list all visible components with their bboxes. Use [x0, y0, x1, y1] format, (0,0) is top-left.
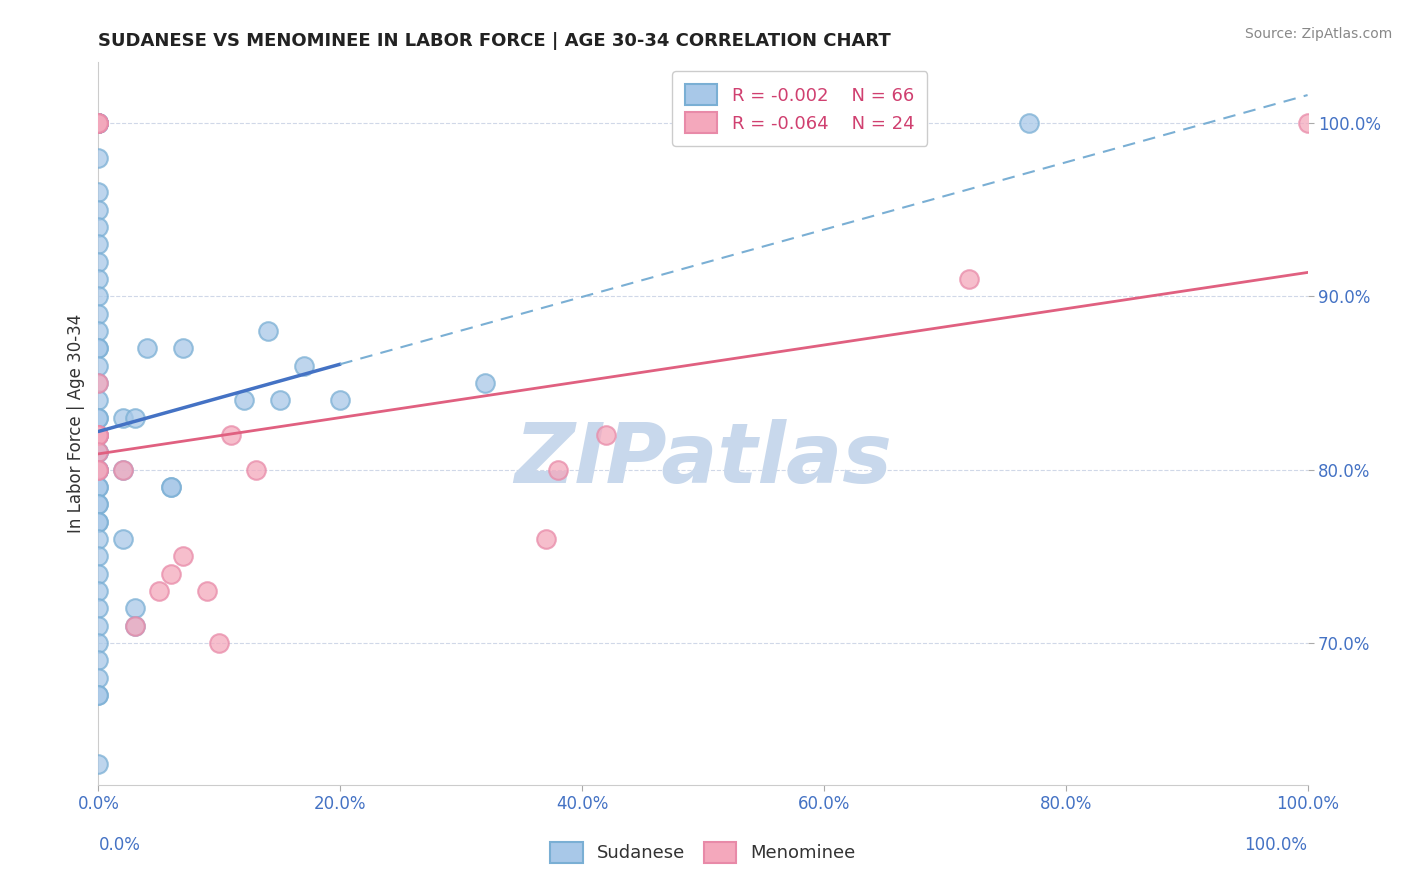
Point [87, 497, 110, 511]
Point [124, 410, 146, 425]
Point [87, 254, 110, 268]
Point [172, 549, 194, 564]
Point [87, 116, 110, 130]
Point [87, 618, 110, 632]
Point [87, 116, 110, 130]
Point [232, 393, 254, 408]
Point [208, 636, 231, 650]
Point [87, 445, 110, 459]
Point [160, 480, 183, 494]
Point [245, 462, 267, 476]
Point [87, 428, 110, 442]
Point [87, 307, 110, 321]
Point [269, 393, 291, 408]
Legend: Sudanese, Menominee: Sudanese, Menominee [543, 835, 863, 870]
Point [87, 462, 110, 476]
Point [148, 583, 170, 598]
Y-axis label: In Labor Force | Age 30-34: In Labor Force | Age 30-34 [66, 314, 84, 533]
Point [124, 601, 146, 615]
Text: ZIPatlas: ZIPatlas [515, 419, 891, 500]
Point [221, 428, 243, 442]
Point [87, 428, 110, 442]
Point [87, 549, 110, 564]
Point [195, 583, 218, 598]
Text: Source: ZipAtlas.com: Source: ZipAtlas.com [1244, 27, 1392, 41]
Point [547, 462, 569, 476]
Point [87, 116, 110, 130]
Point [87, 462, 110, 476]
Point [87, 342, 110, 356]
Point [87, 428, 110, 442]
Point [87, 116, 110, 130]
Point [87, 116, 110, 130]
Point [87, 116, 110, 130]
Point [87, 757, 110, 772]
Point [87, 497, 110, 511]
Point [534, 532, 557, 546]
Point [111, 462, 134, 476]
Point [87, 515, 110, 529]
Point [111, 462, 134, 476]
Point [87, 359, 110, 373]
Point [474, 376, 496, 390]
Point [87, 428, 110, 442]
Point [124, 618, 146, 632]
Point [87, 792, 110, 806]
Point [87, 186, 110, 200]
Point [87, 342, 110, 356]
Point [87, 688, 110, 702]
Point [957, 272, 980, 286]
Text: 100.0%: 100.0% [1244, 836, 1308, 854]
Point [595, 428, 617, 442]
Point [87, 116, 110, 130]
Point [160, 480, 183, 494]
Text: SUDANESE VS MENOMINEE IN LABOR FORCE | AGE 30-34 CORRELATION CHART: SUDANESE VS MENOMINEE IN LABOR FORCE | A… [98, 32, 891, 50]
Point [87, 116, 110, 130]
Point [87, 289, 110, 303]
Point [87, 480, 110, 494]
Point [87, 151, 110, 165]
Point [292, 359, 315, 373]
Point [111, 532, 134, 546]
Point [87, 393, 110, 408]
Point [87, 601, 110, 615]
Point [87, 462, 110, 476]
Point [87, 220, 110, 235]
Text: 0.0%: 0.0% [98, 836, 141, 854]
Point [160, 566, 183, 581]
Point [87, 671, 110, 685]
Point [87, 376, 110, 390]
Point [329, 393, 352, 408]
Point [87, 636, 110, 650]
Point [87, 462, 110, 476]
Point [87, 272, 110, 286]
Point [87, 566, 110, 581]
Point [87, 480, 110, 494]
Point [87, 410, 110, 425]
Point [87, 445, 110, 459]
Point [87, 410, 110, 425]
Point [87, 462, 110, 476]
Point [87, 428, 110, 442]
Point [87, 116, 110, 130]
Point [87, 237, 110, 252]
Point [87, 202, 110, 217]
Point [87, 324, 110, 338]
Point [124, 618, 146, 632]
Point [111, 410, 134, 425]
Point [87, 445, 110, 459]
Point [87, 532, 110, 546]
Point [172, 342, 194, 356]
Point [135, 342, 157, 356]
Point [1018, 116, 1040, 130]
Point [256, 324, 278, 338]
Point [87, 653, 110, 667]
Point [87, 376, 110, 390]
Point [1296, 116, 1319, 130]
Point [87, 515, 110, 529]
Point [87, 688, 110, 702]
Point [87, 583, 110, 598]
